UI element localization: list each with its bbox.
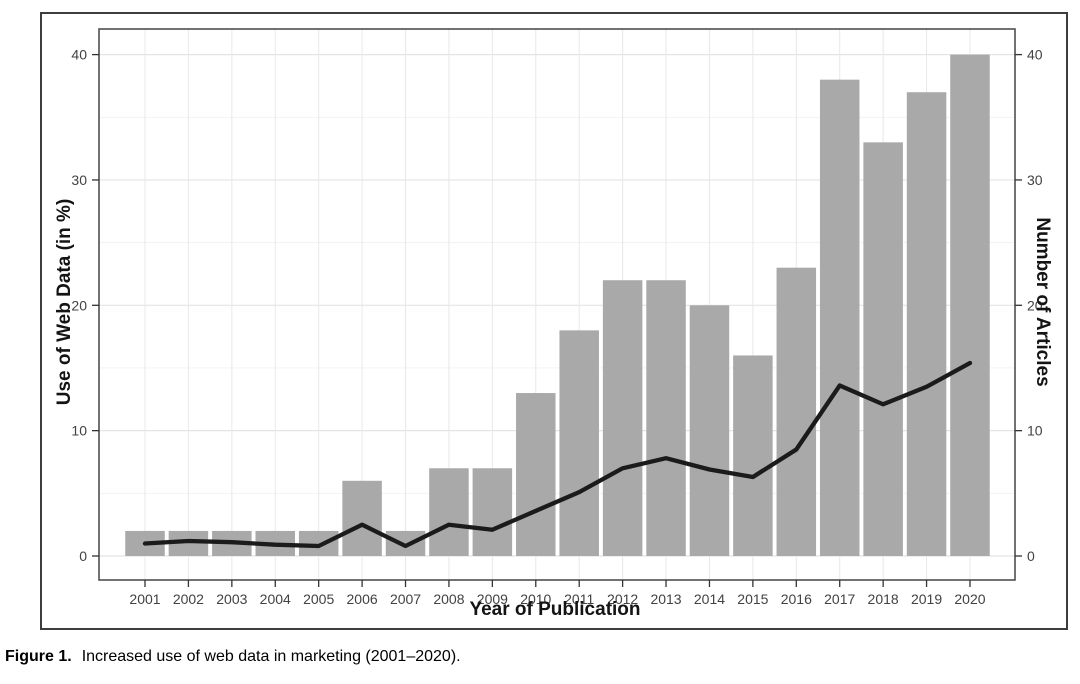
chart-svg: 0 10 20 30 40 0 10 20 30 40 2001 2002 2003 2004 2005 20…: [71, 28, 1043, 607]
right-tick-label: 0: [1027, 548, 1035, 564]
x-tick-label: 2012: [607, 591, 638, 607]
right-tick-label: 30: [1027, 172, 1043, 188]
x-axis-title: Year of Publication: [469, 599, 641, 620]
bar-2020: [950, 54, 990, 556]
x-tick-label: 2004: [260, 591, 291, 607]
bar-2017: [819, 79, 860, 557]
panel-border: [98, 28, 1016, 581]
bar-2011: [559, 330, 599, 556]
left-tick-label: 10: [71, 423, 87, 439]
figure-caption-text: Increased use of web data in marketing (…: [81, 648, 461, 665]
x-tick-label: 2005: [303, 591, 334, 607]
bar-2010: [516, 393, 556, 556]
bar-2007: [385, 530, 426, 556]
bar-2015: [733, 355, 773, 556]
bar-2009: [472, 468, 513, 556]
left-axis-title: Use of Web Data (in %): [54, 198, 75, 406]
figure-caption-label: Figure 1.: [5, 648, 72, 665]
bar-2012: [602, 280, 643, 556]
bar-2013: [646, 280, 686, 556]
left-tick-label: 30: [71, 172, 87, 188]
x-tick-label: 2013: [650, 591, 681, 607]
x-tick-label: 2008: [433, 591, 464, 607]
x-tick-label: 2017: [824, 591, 855, 607]
figure-panel: 0 10 20 30 40 0 10 20 30 40 2001 2002 2003 2004 2005 20…: [40, 12, 1068, 630]
x-tick-label: 2009: [477, 591, 508, 607]
figure-caption: Figure 1. Increased use of web data in ma…: [5, 648, 461, 666]
x-tick-label: 2003: [216, 591, 247, 607]
x-tick-label: 2015: [737, 591, 768, 607]
x-tick-label: 2010: [520, 591, 551, 607]
x-tick-label: 2001: [129, 591, 160, 607]
x-tick-label: 2016: [781, 591, 812, 607]
bar-2006: [342, 480, 382, 556]
x-tick-label: 2014: [694, 591, 725, 607]
x-tick-label: 2006: [347, 591, 378, 607]
bar-2014: [689, 305, 730, 556]
x-tick-label: 2011: [564, 591, 594, 607]
bar-2019: [906, 92, 947, 556]
bar-2008: [429, 468, 469, 556]
right-tick-label: 40: [1027, 47, 1043, 63]
right-axis-title: Number of Articles: [1032, 217, 1053, 387]
trend-line: [142, 360, 973, 549]
bar-2016: [776, 267, 817, 556]
x-tick-label: 2002: [173, 591, 204, 607]
x-tick-label: 2007: [390, 591, 421, 607]
x-tick-label: 2020: [954, 591, 985, 607]
left-tick-label: 0: [79, 548, 87, 564]
right-tick-label: 20: [1027, 297, 1043, 313]
bar-2018: [863, 142, 903, 556]
right-tick-label: 10: [1027, 423, 1043, 439]
x-tick-label: 2018: [868, 591, 899, 607]
left-tick-label: 20: [71, 297, 87, 313]
left-tick-label: 40: [71, 47, 87, 63]
x-tick-label: 2019: [911, 591, 942, 607]
